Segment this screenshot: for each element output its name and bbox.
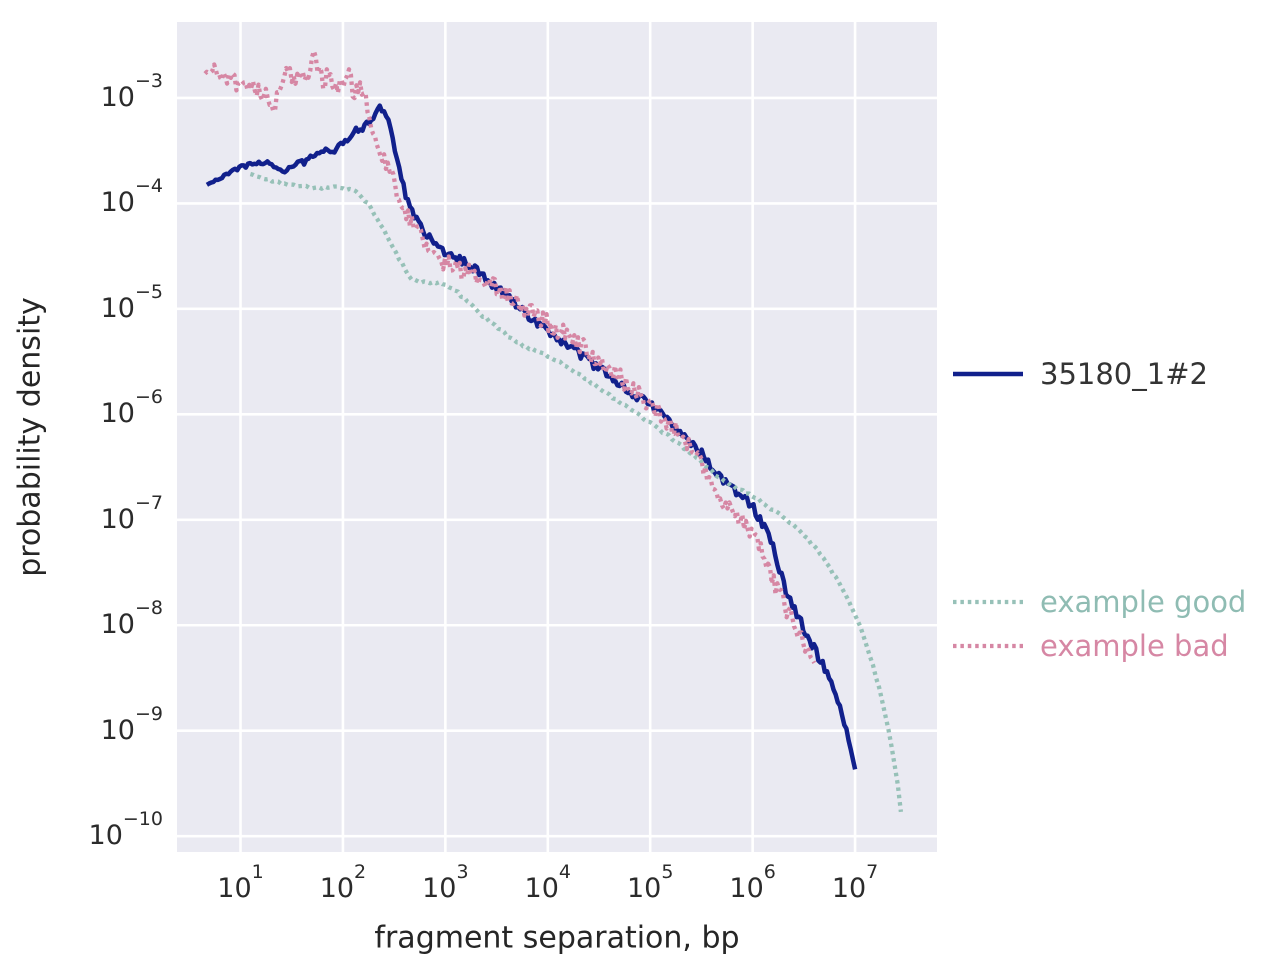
y-axis-label: probability density [12, 297, 48, 577]
series-35180-1-2 [205, 103, 858, 770]
x-tick-label: 106 [729, 860, 776, 904]
y-tick-label: 10−10 [88, 808, 163, 852]
x-tick-label: 102 [319, 860, 367, 904]
legend-item-sample: 35180_1#2 [951, 357, 1208, 391]
legend-item-example-good: example good [951, 585, 1246, 619]
legend-label-sample: 35180_1#2 [1040, 357, 1208, 391]
x-axis-label: fragment separation, bp [374, 920, 740, 956]
x-tick-label: 101 [217, 860, 264, 904]
x-tick-label: 103 [422, 860, 469, 904]
legend-label-example-good: example good [1040, 585, 1247, 619]
y-tick-label: 10−6 [100, 386, 163, 430]
y-tick-label: 10−9 [100, 702, 163, 746]
legend-label-example-bad: example bad [1040, 629, 1229, 663]
y-tick-label: 10−5 [100, 280, 163, 324]
y-tick-label: 10−7 [100, 491, 163, 535]
y-tick-label: 10−8 [100, 597, 163, 641]
axes-background [177, 22, 937, 852]
x-tick-label: 105 [626, 860, 674, 904]
x-tick-label: 107 [831, 860, 879, 904]
y-tick-label: 10−3 [100, 69, 163, 113]
x-tick-label: 104 [524, 860, 572, 904]
series-example-bad [203, 48, 817, 664]
y-tick-label: 10−4 [100, 175, 163, 219]
legend-item-example-bad: example bad [951, 629, 1229, 663]
legend-dotted-line-icon [953, 599, 1023, 605]
legend-dotted-line-icon [953, 643, 1023, 649]
legend-solid-line-icon [953, 371, 1023, 377]
